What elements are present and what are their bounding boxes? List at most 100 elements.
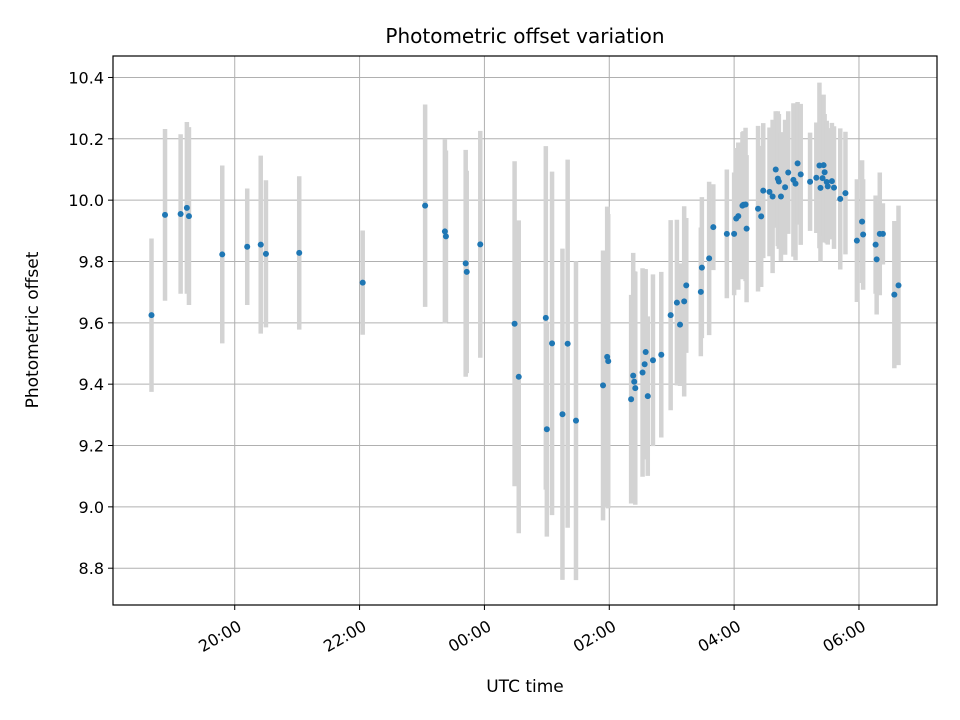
data-point — [630, 372, 637, 379]
data-point — [760, 187, 767, 194]
data-point — [162, 211, 169, 218]
data-point — [792, 180, 799, 187]
data-point — [631, 378, 638, 385]
data-point — [824, 183, 831, 190]
data-point — [642, 348, 649, 355]
data-point — [673, 299, 680, 306]
data-point — [837, 195, 844, 202]
data-point — [600, 382, 607, 389]
data-point — [842, 190, 849, 197]
data-point — [463, 268, 470, 275]
data-point — [681, 298, 688, 305]
data-point — [706, 255, 713, 262]
data-point — [628, 396, 635, 403]
data-point — [710, 224, 717, 231]
data-point — [879, 230, 886, 237]
data-point — [794, 160, 801, 167]
data-point — [422, 202, 429, 209]
data-point — [649, 357, 656, 364]
y-tick-label: 8.8 — [79, 559, 104, 578]
data-point — [257, 241, 264, 248]
data-point — [772, 166, 779, 173]
data-points — [148, 160, 902, 433]
data-point — [813, 174, 820, 181]
data-point — [515, 373, 522, 380]
data-point — [641, 361, 648, 368]
data-point — [758, 213, 765, 220]
data-point — [296, 249, 303, 256]
data-point — [658, 351, 665, 358]
data-point — [859, 218, 866, 225]
data-point — [572, 417, 579, 424]
data-point — [639, 369, 646, 376]
data-point — [667, 312, 674, 319]
data-point — [644, 393, 651, 400]
data-point — [775, 178, 782, 185]
data-point — [549, 340, 556, 347]
data-point — [219, 251, 226, 258]
data-point — [777, 193, 784, 200]
data-point — [605, 358, 612, 365]
data-point — [359, 279, 366, 286]
data-point — [821, 169, 828, 176]
data-point — [441, 228, 448, 235]
y-tick-label: 9.0 — [79, 498, 104, 517]
data-point — [564, 340, 571, 347]
data-point — [895, 282, 902, 289]
data-point — [782, 184, 789, 191]
data-point — [698, 264, 705, 271]
data-point — [828, 178, 835, 185]
data-point — [477, 241, 484, 248]
data-point — [148, 312, 155, 319]
data-point — [244, 243, 251, 250]
data-point — [632, 385, 639, 392]
data-point — [462, 260, 469, 267]
data-point — [677, 321, 684, 328]
y-tick-label: 9.4 — [79, 375, 104, 394]
data-point — [872, 241, 879, 248]
data-point — [820, 162, 827, 169]
data-point — [723, 230, 730, 237]
data-point — [742, 201, 749, 208]
data-point — [683, 282, 690, 289]
plot-frame — [112, 55, 938, 606]
data-point — [755, 205, 762, 212]
data-point — [743, 225, 750, 232]
y-tick-label: 9.2 — [79, 437, 104, 456]
y-tick-label: 10.2 — [68, 130, 104, 149]
data-point — [817, 184, 824, 191]
data-point — [543, 426, 550, 433]
y-tick-label: 9.8 — [79, 252, 104, 271]
data-point — [785, 169, 792, 176]
y-tick-label: 10.4 — [68, 68, 104, 87]
data-point — [697, 288, 704, 295]
y-tick-label: 9.6 — [79, 314, 104, 333]
data-point — [766, 188, 773, 195]
data-point — [860, 231, 867, 238]
x-axis-label: UTC time — [486, 677, 564, 697]
data-point — [807, 178, 814, 185]
y-axis-label: Photometric offset — [23, 251, 43, 408]
data-point — [177, 210, 184, 217]
data-point — [511, 320, 518, 327]
data-point — [442, 233, 449, 240]
data-point — [542, 314, 549, 321]
data-point — [735, 213, 742, 220]
chart-title: Photometric offset variation — [385, 24, 664, 48]
data-point — [819, 175, 826, 182]
data-point — [797, 171, 804, 178]
data-point — [559, 411, 566, 418]
data-point — [891, 291, 898, 298]
y-tick-label: 10.0 — [68, 191, 104, 210]
data-point — [853, 237, 860, 244]
data-point — [262, 250, 269, 257]
data-point — [831, 184, 837, 191]
data-point — [183, 204, 190, 211]
data-point — [769, 193, 776, 200]
data-point — [731, 230, 738, 237]
data-point — [873, 256, 880, 263]
y-axis: 8.8 9.0 9.2 9.4 9.6 9.8 10.0 10.2 10.4 — [68, 68, 113, 578]
data-point — [185, 213, 192, 220]
